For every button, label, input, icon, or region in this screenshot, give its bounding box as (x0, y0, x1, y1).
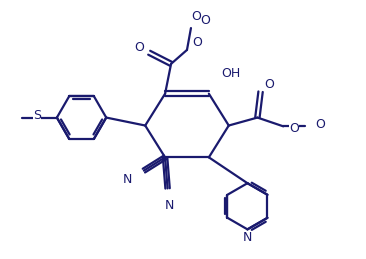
Text: S: S (33, 109, 41, 122)
Text: O: O (200, 15, 210, 27)
Text: OH: OH (221, 67, 240, 80)
Text: N: N (243, 231, 252, 244)
Text: N: N (164, 199, 174, 212)
Text: O: O (191, 10, 201, 23)
Text: O: O (315, 118, 325, 131)
Text: N: N (123, 173, 132, 186)
Text: O: O (264, 78, 274, 91)
Text: O: O (134, 41, 144, 54)
Text: O: O (290, 122, 299, 135)
Text: O: O (192, 36, 202, 49)
